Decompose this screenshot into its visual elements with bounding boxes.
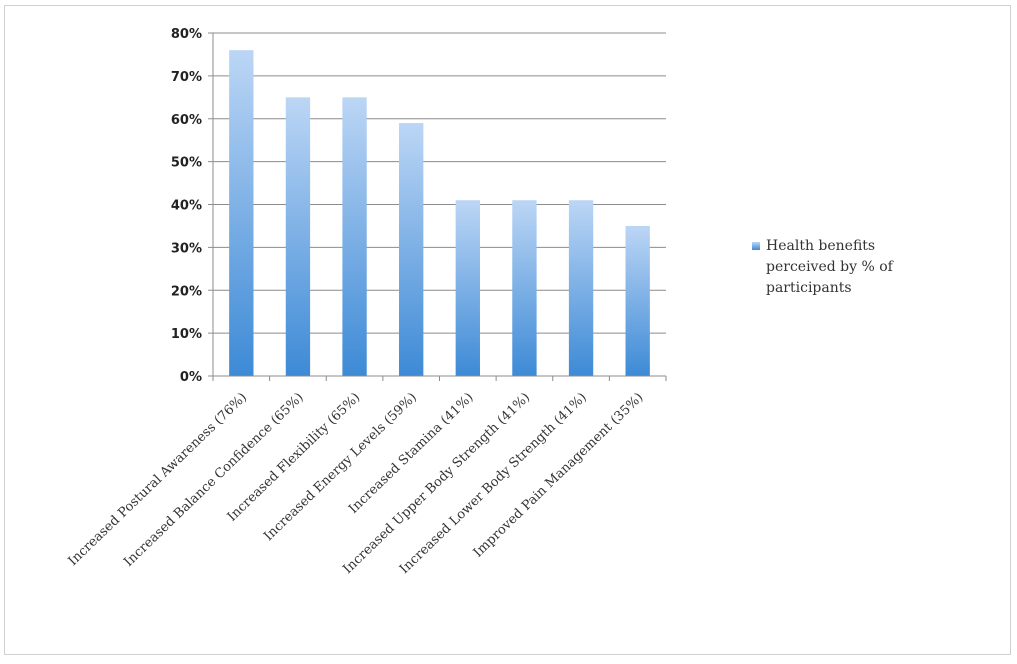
chart-frame (4, 5, 1011, 655)
bar (512, 200, 537, 376)
y-tick-label: 30% (171, 241, 202, 256)
gridlines (213, 32, 666, 334)
legend-swatch (752, 242, 760, 250)
bar (625, 225, 650, 376)
bar (342, 97, 367, 376)
axes (208, 32, 667, 381)
y-tick-label: 20% (171, 284, 202, 299)
y-tick-label: 80% (171, 27, 202, 42)
y-tick-label: 10% (171, 327, 202, 342)
y-tick-label: 60% (171, 113, 202, 128)
bar (455, 200, 480, 376)
bar (399, 123, 424, 376)
y-tick-labels: 0% 10% 20% 30% 40% 50% 60% 70% 80% (171, 27, 202, 385)
legend-label: Health benefits perceived by % of partic… (766, 238, 893, 296)
y-tick-label: 0% (180, 370, 202, 385)
x-category-labels: Increased Postural Awareness (76%)Increa… (66, 390, 647, 577)
y-tick-label: 70% (171, 70, 202, 85)
y-tick-label: 50% (171, 156, 202, 171)
bars (229, 50, 650, 377)
bar (568, 200, 594, 376)
y-tick-label: 40% (171, 199, 202, 214)
bar (285, 97, 311, 376)
bar (229, 50, 254, 377)
legend: Health benefits perceived by % of partic… (752, 236, 942, 299)
